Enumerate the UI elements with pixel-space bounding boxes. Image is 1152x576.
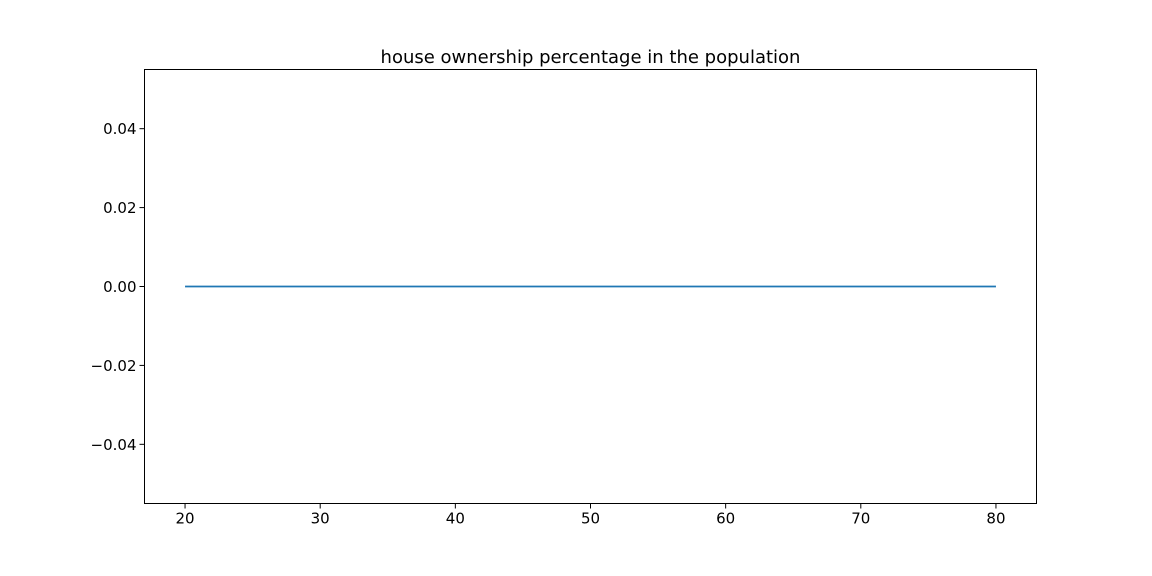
x-tick-label: 30: [311, 510, 330, 528]
y-tick-label: 0.02: [103, 199, 136, 217]
x-axis: 20 30 40 50 60 70 80: [175, 503, 1006, 528]
x-tick-label: 20: [175, 510, 194, 528]
x-tick-label: 40: [446, 510, 465, 528]
y-tick-label: 0.00: [103, 278, 136, 296]
x-tick-label: 80: [986, 510, 1005, 528]
y-tick-label: −0.02: [91, 357, 137, 375]
y-axis: −0.04 −0.02 0.00 0.02 0.04: [91, 120, 145, 454]
chart-title: house ownership percentage in the popula…: [381, 47, 801, 68]
y-tick-label: −0.04: [91, 436, 137, 454]
x-tick-label: 70: [851, 510, 870, 528]
y-tick-label: 0.04: [103, 120, 136, 138]
x-tick-label: 60: [716, 510, 735, 528]
x-tick-label: 50: [581, 510, 600, 528]
